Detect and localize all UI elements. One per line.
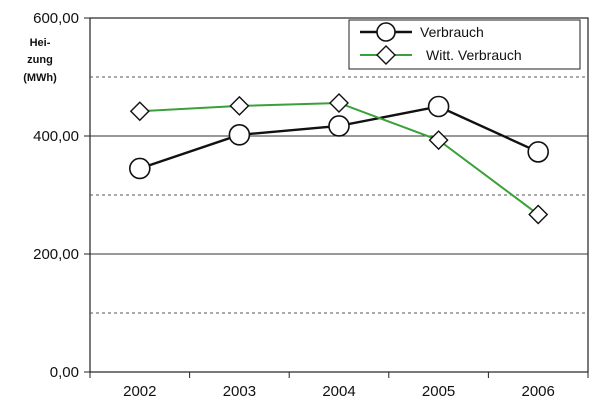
x-axis-ticks: 2002 2003 2004 2005 2006 [89, 372, 589, 400]
legend-label-verbrauch: Verbrauch [420, 24, 484, 40]
y-axis-label-line: Hei- [30, 37, 51, 49]
y-axis-label-line: zung [27, 54, 53, 66]
x-tick-label: 2004 [322, 383, 355, 400]
y-tick-label: 0,00 [50, 364, 79, 381]
y-tick-label: 200,00 [33, 246, 79, 263]
legend-marker-witt-verbrauch [376, 45, 396, 65]
x-tick-label: 2002 [123, 383, 156, 400]
data-point-verbrauch [228, 124, 251, 146]
data-point-verbrauch [129, 157, 151, 180]
y-tick-label: 400,00 [33, 128, 79, 145]
data-point-witt-verbrauch [329, 92, 349, 113]
y-axis-label: Hei- zung (MWh) [23, 37, 57, 84]
data-point-verbrauch [527, 141, 550, 163]
x-tick-label: 2006 [522, 383, 555, 400]
data-point-witt-verbrauch [428, 130, 449, 151]
legend: Verbrauch Witt. Verbrauch [348, 19, 581, 70]
data-point-witt-verbrauch [229, 95, 250, 116]
data-point-witt-verbrauch [528, 204, 549, 225]
data-point-witt-verbrauch [129, 101, 150, 122]
y-axis-ticks: 0,00 200,00 400,00 600,00 [33, 10, 90, 381]
legend-marker-verbrauch [376, 22, 396, 42]
data-point-verbrauch [328, 115, 350, 137]
x-tick-label: 2005 [422, 383, 455, 400]
series-layer [129, 92, 550, 225]
legend-label-witt-verbrauch: Witt. Verbrauch [426, 47, 522, 63]
x-tick-label: 2003 [223, 383, 256, 400]
y-tick-label: 600,00 [33, 10, 79, 27]
data-point-verbrauch [427, 95, 450, 118]
y-axis-label-line: (MWh) [23, 72, 57, 84]
